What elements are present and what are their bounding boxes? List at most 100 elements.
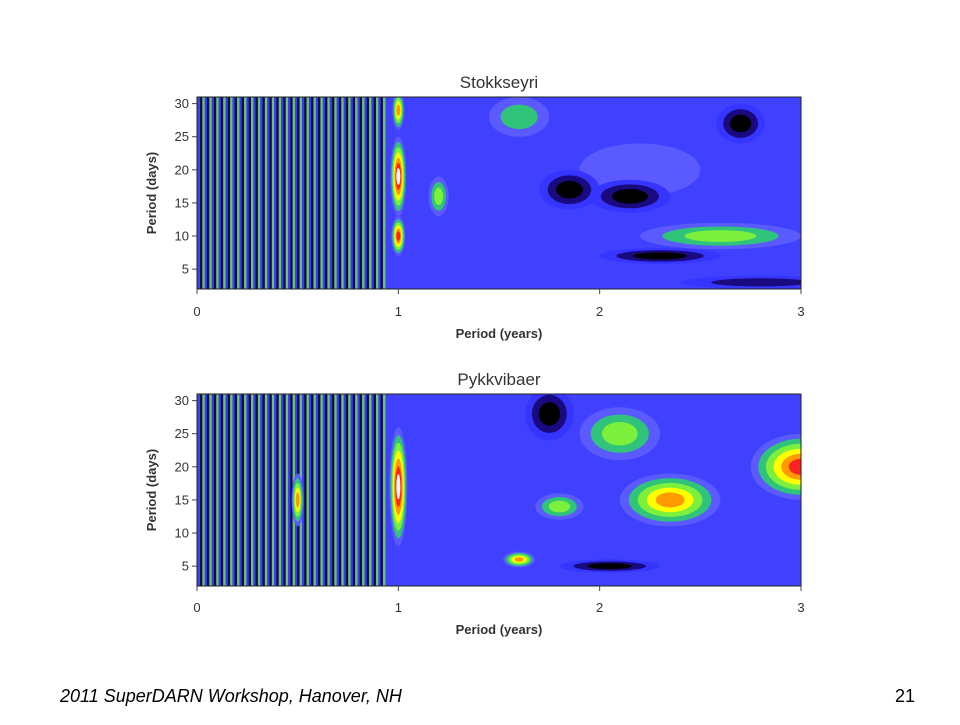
heatmap-streak xyxy=(373,97,377,289)
x-axis-label: Period (years) xyxy=(456,326,543,341)
heatmap-streak xyxy=(362,97,365,289)
heatmap-streak xyxy=(366,394,370,586)
heatmap-streak xyxy=(364,97,367,289)
heatmap-streak xyxy=(343,97,347,289)
heatmap-streak xyxy=(257,97,261,289)
heatmap-streak xyxy=(257,394,261,586)
heatmap-streak xyxy=(320,394,323,586)
heatmap-streak xyxy=(225,97,228,289)
heatmap-field xyxy=(197,394,801,586)
heatmap-contour xyxy=(729,114,752,133)
heatmap-streak xyxy=(306,97,310,289)
heatmap-streak xyxy=(278,394,282,586)
heatmap-streak xyxy=(371,394,374,586)
y-tick-label: 30 xyxy=(175,96,189,111)
heatmap-streak xyxy=(216,394,219,586)
heatmap-streak xyxy=(318,394,321,586)
heatmap-streak xyxy=(267,394,270,586)
heatmap-contour xyxy=(788,458,801,475)
heatmap-streak xyxy=(246,97,249,289)
y-tick-label: 10 xyxy=(175,526,189,541)
heatmap-streak xyxy=(225,394,228,586)
heatmap-streak xyxy=(297,97,300,289)
heatmap-streak xyxy=(320,97,323,289)
plot-frame xyxy=(196,393,802,587)
heatmap-streak xyxy=(234,97,238,289)
x-tick-label: 2 xyxy=(596,304,603,319)
heatmap-streak xyxy=(322,394,326,586)
heatmap-streak xyxy=(211,394,215,586)
y-axis-label: Period (days) xyxy=(144,449,159,531)
heatmap-streak xyxy=(334,97,337,289)
heatmap-streak xyxy=(311,394,314,586)
x-tick-label: 1 xyxy=(395,600,402,615)
heatmap-streak xyxy=(329,394,333,586)
heatmap-streak xyxy=(227,394,231,586)
y-tick-label: 20 xyxy=(175,162,189,177)
heatmap-streak xyxy=(327,394,330,586)
heatmap-contour xyxy=(396,168,401,185)
heatmap-streak xyxy=(204,394,208,586)
heatmap-streak xyxy=(209,97,212,289)
heatmap-contour xyxy=(587,563,633,570)
heatmap-streak xyxy=(290,394,293,586)
heatmap-streak xyxy=(269,394,272,586)
y-tick-label: 30 xyxy=(175,393,189,408)
heatmap-streak xyxy=(223,97,226,289)
heatmap-streak xyxy=(313,97,316,289)
heatmap-streak xyxy=(232,394,235,586)
y-axis-label: Period (days) xyxy=(144,152,159,234)
heatmap-streak xyxy=(331,394,335,586)
heatmap-streak xyxy=(348,394,351,586)
heatmap-streak xyxy=(276,97,279,289)
y-tick-label: 25 xyxy=(175,426,189,441)
heatmap-streak xyxy=(325,394,328,586)
heatmap-streak xyxy=(248,394,252,586)
heatmap-contour xyxy=(548,500,571,513)
heatmap-streak xyxy=(350,394,354,586)
stokkseyri-panel: Stokkseyri 5 10 15 20 25 30 0 1 2 3 Period (years) P… xyxy=(144,73,805,341)
heatmap-contour xyxy=(611,188,648,204)
heatmap-streak xyxy=(357,97,360,289)
heatmap-streak xyxy=(288,97,291,289)
heatmap-streak xyxy=(264,97,268,289)
heatmap-streak xyxy=(237,97,240,289)
heatmap-streak xyxy=(234,394,238,586)
heatmap-streak xyxy=(237,394,240,586)
heatmap-contour xyxy=(434,187,444,206)
heatmap-streak xyxy=(375,97,379,289)
y-tick-label: 5 xyxy=(182,262,189,277)
heatmap-streak xyxy=(204,97,208,289)
x-tick-label: 0 xyxy=(193,600,200,615)
heatmap-streak xyxy=(343,394,347,586)
heatmap-streak xyxy=(357,394,360,586)
heatmap-streak xyxy=(281,394,284,586)
heatmap-streak xyxy=(382,394,386,586)
heatmap-streak xyxy=(369,394,372,586)
heatmap-streak xyxy=(359,394,363,586)
heatmap-streak xyxy=(239,394,242,586)
heatmap-streak xyxy=(375,394,379,586)
heatmap-streak xyxy=(202,394,205,586)
plot-frame xyxy=(196,96,802,290)
heatmap-streak xyxy=(378,394,381,586)
heatmap-contour xyxy=(396,231,401,241)
heatmap-streak xyxy=(311,97,314,289)
heatmap-streak xyxy=(269,97,272,289)
heatmap-streak xyxy=(216,97,219,289)
heatmap-streak xyxy=(255,97,259,289)
heatmap-streak xyxy=(250,394,254,586)
heatmap-streak xyxy=(211,97,215,289)
page-number: 21 xyxy=(895,686,916,706)
heatmap-contour xyxy=(514,557,524,562)
heatmap-streak xyxy=(202,97,205,289)
heatmap-streak xyxy=(271,97,275,289)
heatmap-streak xyxy=(276,394,279,586)
heatmap-contour xyxy=(500,104,538,130)
heatmap-streak xyxy=(285,394,289,586)
heatmap-streak xyxy=(373,394,377,586)
heatmap-streak xyxy=(271,394,275,586)
heatmap-streak xyxy=(209,394,212,586)
heatmap-streak xyxy=(308,97,312,289)
